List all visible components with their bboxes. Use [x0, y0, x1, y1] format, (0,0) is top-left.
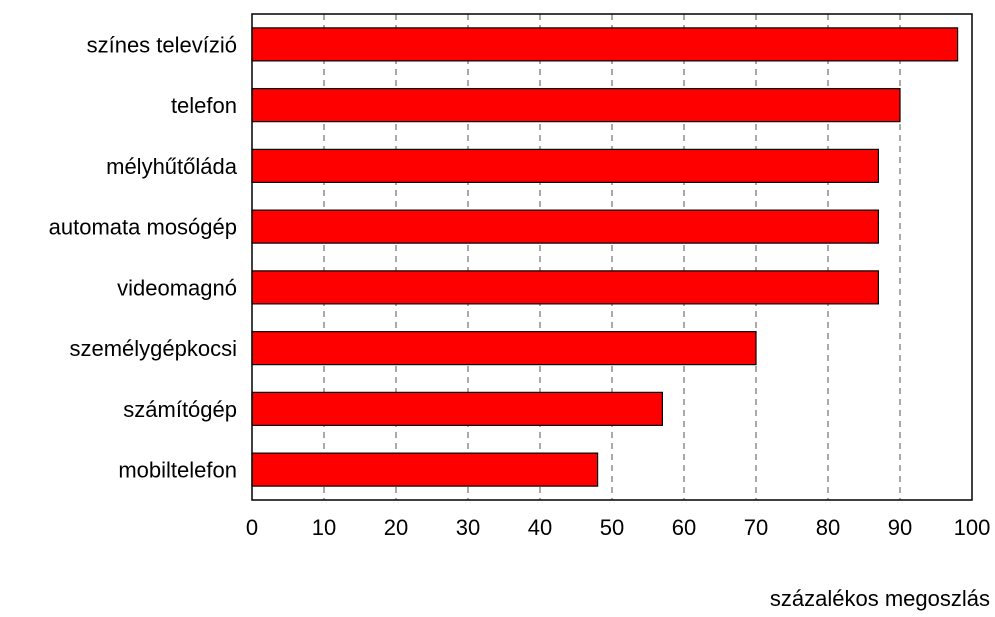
x-tick-label: 10 [312, 515, 336, 540]
x-axis-ticks: 0 10 20 30 40 50 60 70 80 90 100 [246, 515, 990, 540]
x-tick-label: 50 [600, 515, 624, 540]
bar [251, 88, 901, 123]
x-axis-title: százalékos megoszlás [770, 586, 990, 611]
bar [251, 391, 663, 426]
category-label: videomagnó [117, 275, 237, 300]
x-tick-label: 60 [672, 515, 696, 540]
category-label: mobiltelefon [118, 458, 237, 483]
plot-frame [251, 13, 973, 501]
x-tick-label: 0 [246, 515, 258, 540]
category-label: telefon [171, 93, 237, 118]
category-label: mélyhűtőláda [106, 154, 238, 179]
x-tick-label: 30 [456, 515, 480, 540]
x-tick-label: 80 [816, 515, 840, 540]
bar [251, 148, 880, 183]
x-tick-label: 40 [528, 515, 552, 540]
x-tick-label: 90 [888, 515, 912, 540]
category-label: színes televízió [87, 32, 237, 57]
category-label: automata mosógép [49, 215, 237, 240]
bar [251, 331, 757, 366]
bar [251, 270, 880, 305]
grid-lines [323, 14, 901, 500]
bar [251, 452, 599, 487]
bar [251, 27, 959, 62]
category-label: személygépkocsi [69, 336, 237, 361]
x-tick-label: 20 [384, 515, 408, 540]
bar [251, 209, 880, 244]
bars [251, 27, 959, 487]
category-labels: színes televízió telefon mélyhűtőláda autom… [49, 32, 238, 482]
x-tick-label: 100 [954, 515, 991, 540]
x-tick-label: 70 [744, 515, 768, 540]
category-label: számítógép [123, 397, 237, 422]
